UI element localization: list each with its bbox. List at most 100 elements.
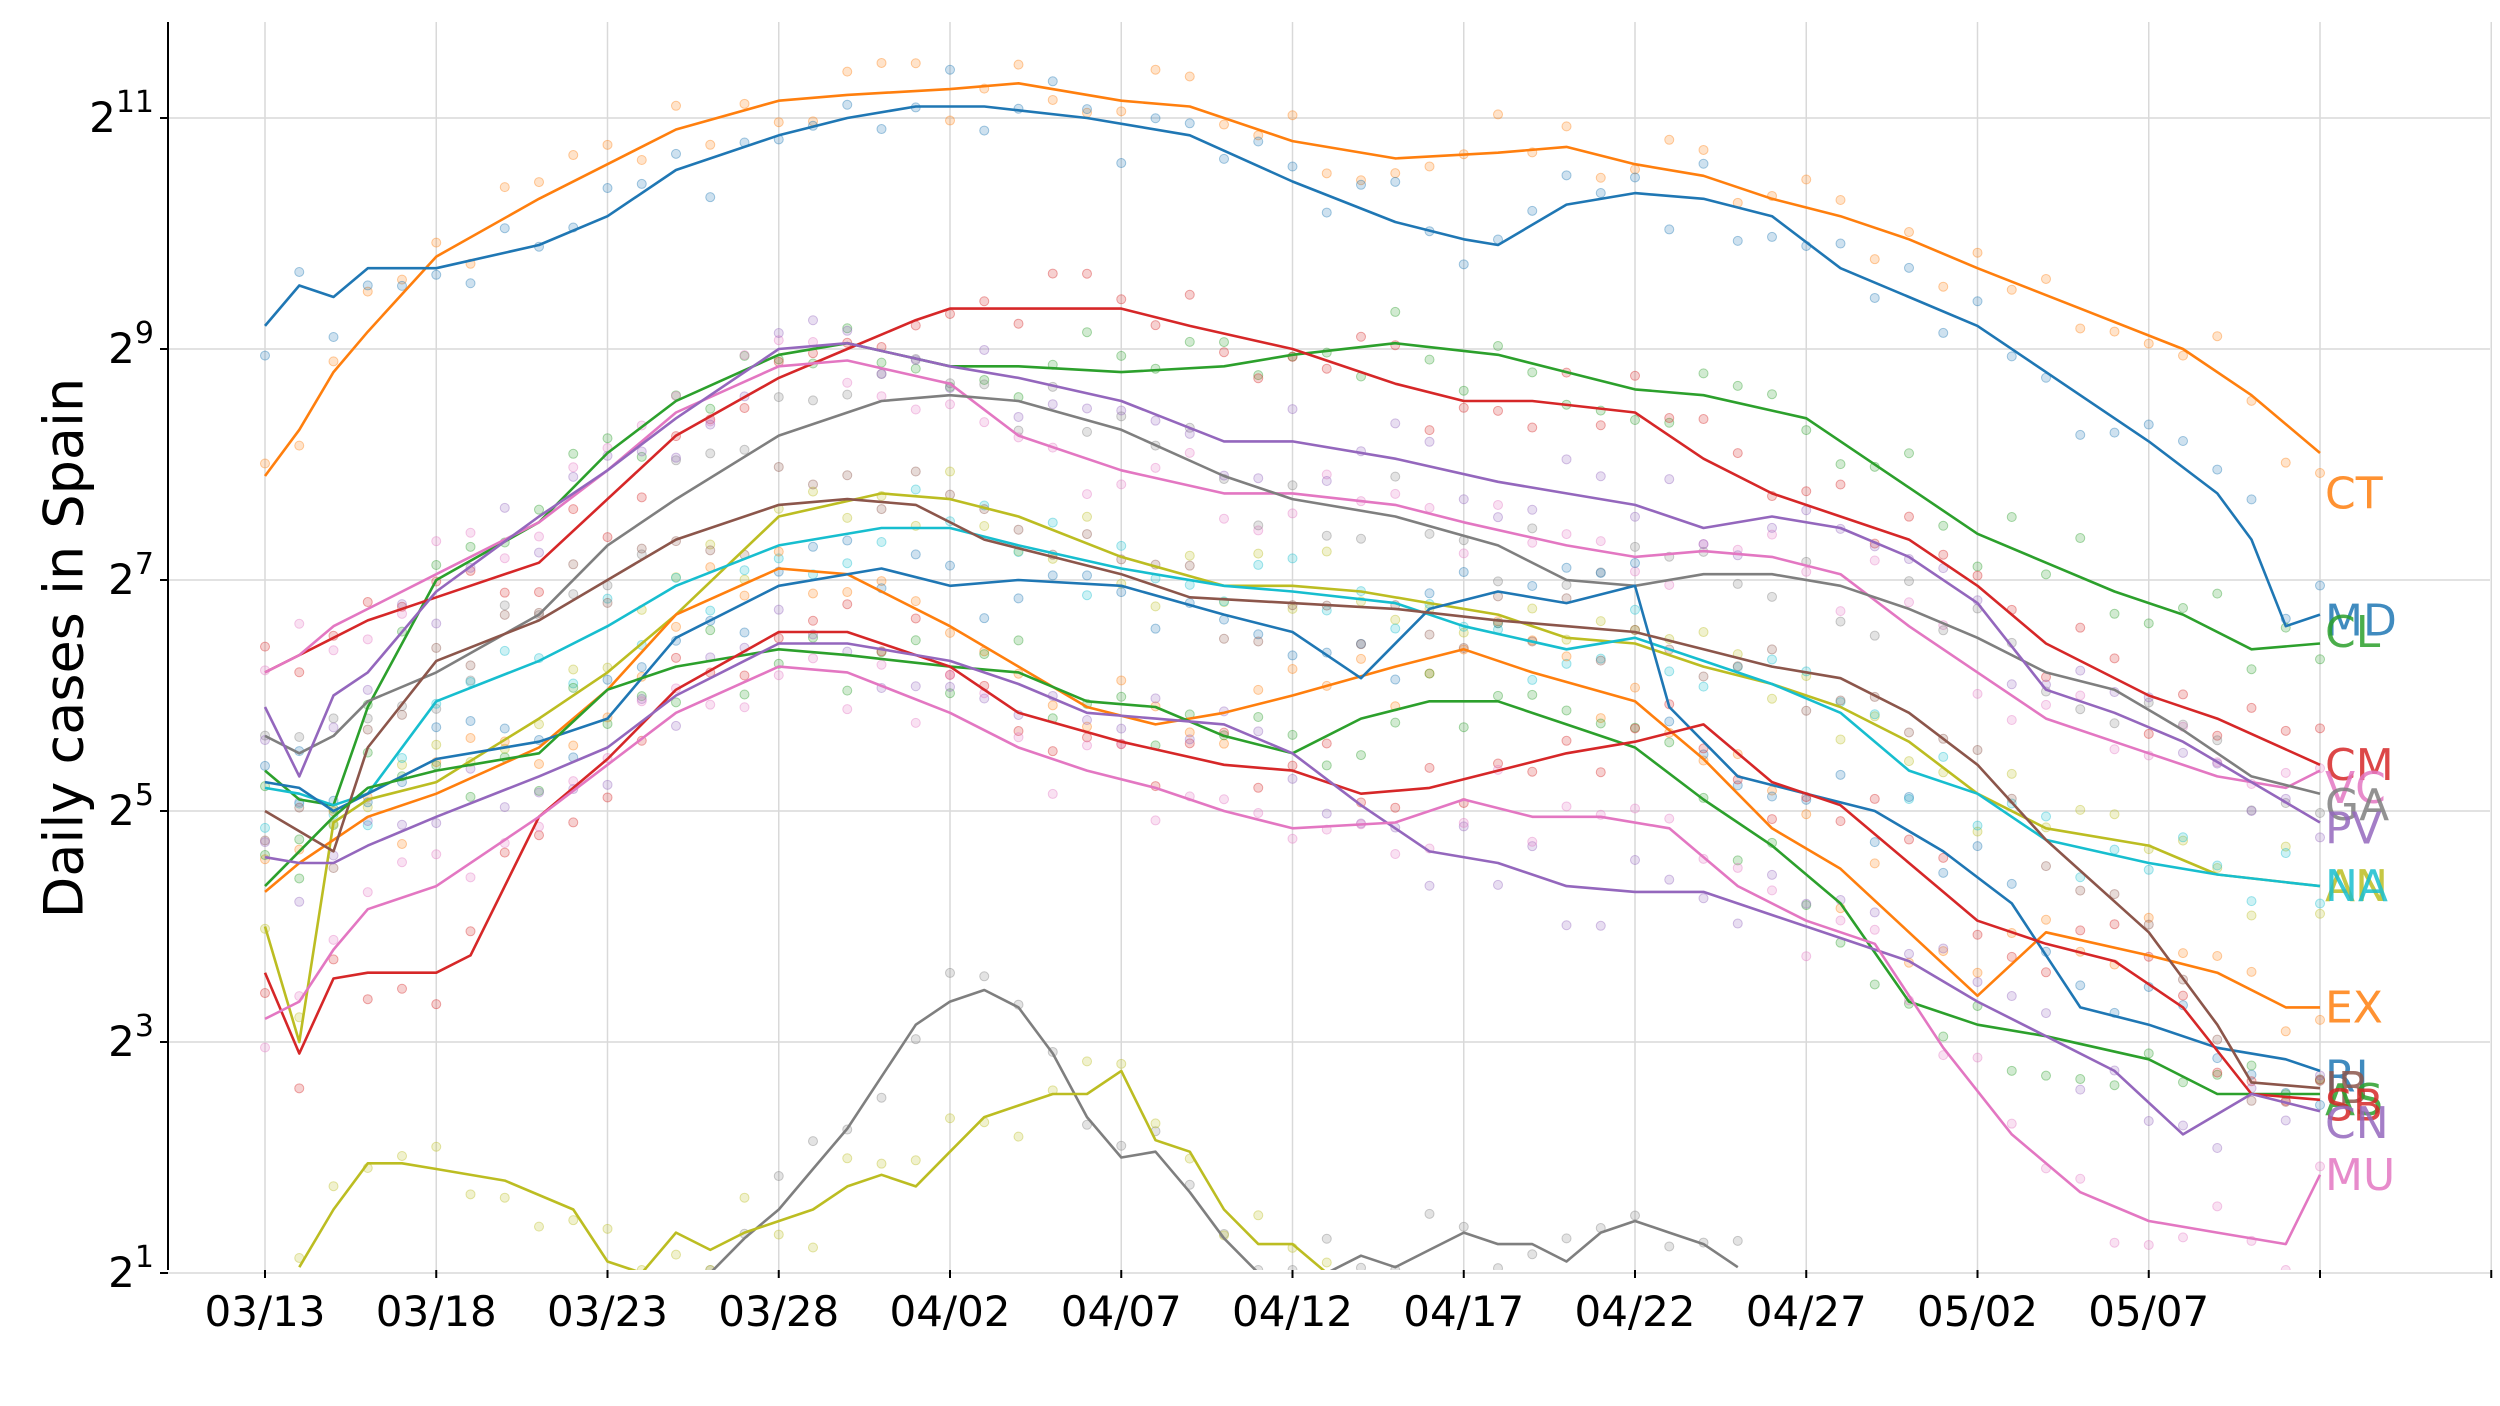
raw-data-point	[1527, 205, 1538, 216]
raw-data-point	[1938, 852, 1949, 863]
raw-data-point	[499, 802, 510, 813]
raw-data-point	[739, 444, 750, 455]
raw-data-point	[602, 792, 613, 803]
series-line-cn	[264, 642, 2321, 1136]
raw-data-point	[294, 667, 305, 678]
raw-data-point	[1253, 684, 1264, 695]
raw-data-point	[808, 615, 818, 626]
series-line-ib	[264, 497, 2321, 1090]
raw-data-point	[773, 328, 784, 339]
raw-data-point	[1287, 508, 1298, 519]
raw-data-point	[465, 872, 476, 883]
raw-data-point	[2075, 323, 2086, 334]
raw-data-point	[1321, 546, 1332, 557]
raw-data-point	[945, 64, 955, 75]
raw-data-point	[1664, 666, 1675, 677]
raw-data-point	[431, 237, 442, 248]
raw-data-point	[602, 597, 613, 608]
raw-data-point	[979, 296, 990, 307]
raw-data-point	[1253, 370, 1264, 381]
raw-data-point	[2041, 811, 2051, 822]
raw-data-point	[636, 154, 647, 165]
raw-data-point	[1356, 1262, 1366, 1270]
series-label-cn: CN	[2325, 1098, 2389, 1149]
raw-data-point	[1082, 529, 1092, 540]
raw-data-point	[2041, 861, 2051, 872]
raw-data-point	[2315, 468, 2325, 479]
series-label-md: MD	[2325, 595, 2397, 646]
raw-data-point	[1253, 808, 1264, 819]
raw-data-point	[1390, 674, 1401, 685]
raw-data-point	[1424, 354, 1435, 365]
raw-data-point	[2041, 1008, 2051, 1019]
raw-data-point	[1150, 1118, 1161, 1129]
raw-data-point	[705, 419, 716, 430]
raw-data-point	[1493, 690, 1503, 701]
raw-data-point	[1595, 567, 1606, 578]
raw-data-point	[2143, 419, 2154, 430]
raw-data-point	[1047, 94, 1058, 105]
raw-data-point	[465, 716, 476, 727]
raw-data-point	[1801, 425, 1812, 436]
raw-data-point	[534, 787, 544, 798]
raw-data-point	[1150, 815, 1161, 826]
raw-data-point	[1184, 727, 1195, 738]
raw-data-point	[362, 802, 373, 813]
raw-data-point	[1801, 566, 1812, 577]
raw-data-point	[1493, 499, 1503, 510]
raw-data-point	[1458, 385, 1469, 396]
raw-data-point	[1287, 833, 1298, 844]
raw-data-point	[1938, 625, 1949, 636]
raw-data-point	[2006, 512, 2017, 523]
raw-data-point	[945, 967, 955, 978]
raw-data-point	[1767, 814, 1777, 825]
raw-data-point	[568, 559, 579, 570]
series-label-ga: GA	[2325, 780, 2389, 831]
raw-data-point	[910, 466, 921, 477]
raw-data-point	[979, 649, 990, 660]
raw-data-point	[1150, 462, 1161, 473]
raw-data-point	[431, 999, 442, 1010]
raw-data-point	[773, 1229, 784, 1240]
raw-data-point	[1595, 920, 1606, 931]
raw-data-point	[2246, 702, 2257, 713]
raw-data-point	[842, 685, 853, 696]
raw-data-point	[1972, 570, 1983, 581]
raw-data-point	[1595, 471, 1606, 482]
raw-data-point	[842, 389, 853, 400]
raw-data-point	[2280, 1265, 2291, 1270]
raw-data-point	[1253, 473, 1264, 484]
x-tick-label: 04/12	[1232, 1287, 1353, 1336]
x-tick-label: 04/02	[889, 1287, 1010, 1336]
raw-data-point	[1150, 623, 1161, 634]
raw-data-point	[1801, 486, 1812, 497]
raw-data-point	[1801, 900, 1812, 911]
raw-data-point	[2178, 1120, 2188, 1131]
raw-data-point	[431, 642, 442, 653]
raw-data-point	[2075, 885, 2086, 896]
raw-data-point	[328, 645, 339, 656]
raw-data-point	[739, 403, 750, 414]
raw-data-point	[328, 954, 339, 965]
raw-data-point	[876, 576, 887, 587]
raw-data-point	[1013, 59, 1024, 70]
raw-data-point	[808, 486, 818, 497]
raw-data-point	[465, 541, 476, 552]
raw-data-point	[1869, 837, 1880, 848]
series-label-cm: CM	[2325, 740, 2394, 791]
raw-data-point	[1458, 817, 1469, 828]
raw-data-point	[1527, 603, 1538, 614]
raw-data-point	[1047, 399, 1058, 410]
raw-data-point	[499, 645, 510, 656]
raw-data-point	[2006, 1118, 2017, 1129]
raw-data-point	[1184, 428, 1195, 439]
raw-data-point	[1390, 306, 1401, 317]
series-line-cl	[264, 341, 2321, 807]
raw-data-point	[397, 752, 407, 763]
raw-data-point	[602, 183, 613, 194]
raw-data-point	[602, 593, 613, 604]
y-axis-label: Daily cases in Spain	[33, 378, 96, 919]
raw-data-point	[1082, 403, 1092, 414]
raw-data-point	[1630, 854, 1640, 865]
x-tick-label: 03/18	[376, 1287, 497, 1336]
